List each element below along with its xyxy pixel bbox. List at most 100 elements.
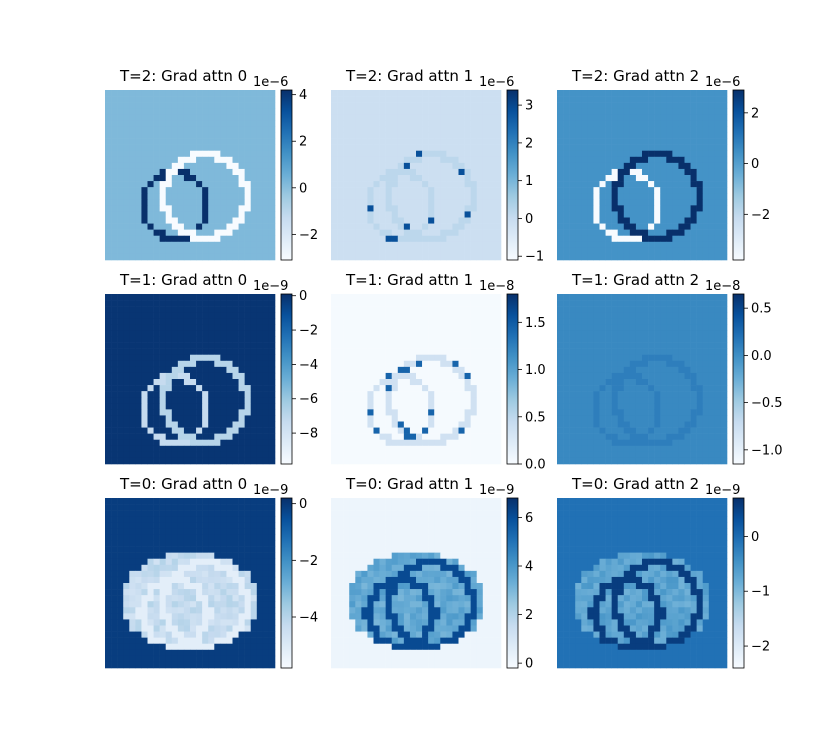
heatmap-cell xyxy=(190,397,197,404)
heatmap-cell xyxy=(361,385,368,392)
heatmap-cell xyxy=(123,348,130,356)
heatmap-cell xyxy=(666,229,673,237)
heatmap-cell xyxy=(135,397,142,404)
heatmap-cell xyxy=(611,138,619,145)
heatmap-cell xyxy=(262,528,270,535)
heatmap-cell xyxy=(391,306,399,313)
heatmap-cell xyxy=(581,187,588,194)
heatmap-cell xyxy=(494,300,502,307)
heatmap-cell xyxy=(434,144,441,152)
heatmap-cell xyxy=(446,318,453,325)
heatmap-cell xyxy=(690,324,697,331)
heatmap-cell xyxy=(434,96,441,103)
heatmap-cell xyxy=(482,223,490,230)
heatmap-cell xyxy=(470,336,478,343)
heatmap-cell xyxy=(629,162,637,170)
heatmap-cell xyxy=(268,354,276,362)
heatmap-cell xyxy=(117,421,124,428)
heatmap-cell xyxy=(123,162,130,170)
heatmap-cell xyxy=(452,409,459,416)
heatmap-cell xyxy=(349,354,356,362)
heatmap-cell xyxy=(177,498,185,505)
heatmap-cell xyxy=(587,205,594,212)
heatmap-cell xyxy=(648,366,655,374)
colorbar xyxy=(506,89,519,261)
heatmap-panel: T=1: Grad attn 00−2−4−6−81e−9 xyxy=(105,271,318,465)
heatmap-cell xyxy=(262,415,270,422)
heatmap-cell xyxy=(617,229,625,237)
heatmap-cell xyxy=(220,540,227,547)
heatmap-cell xyxy=(660,199,667,206)
heatmap-cell xyxy=(623,445,631,453)
heatmap-cell xyxy=(385,181,393,188)
heatmap-cell xyxy=(147,510,154,517)
heatmap-cell xyxy=(666,421,673,428)
heatmap-cell xyxy=(494,439,502,447)
heatmap-cell xyxy=(135,114,142,121)
heatmap-cell xyxy=(654,211,661,218)
heatmap-cell xyxy=(123,150,130,158)
heatmap-cell xyxy=(440,156,447,164)
heatmap-cell xyxy=(256,522,264,529)
heatmap-cell xyxy=(147,439,154,447)
heatmap-cell xyxy=(226,187,233,194)
heatmap-cell xyxy=(708,102,716,109)
heatmap-cell xyxy=(678,175,685,182)
heatmap-cell xyxy=(690,354,697,362)
heatmap-cell xyxy=(177,187,185,194)
heatmap-cell xyxy=(129,330,136,337)
heatmap-cell xyxy=(190,409,197,416)
heatmap-cell xyxy=(367,90,374,97)
heatmap-cell xyxy=(416,451,423,459)
heatmap-cell xyxy=(440,354,447,362)
heatmap-cell xyxy=(141,114,148,121)
heatmap-cell xyxy=(268,348,276,356)
heatmap-cell xyxy=(440,223,447,230)
heatmap-cell xyxy=(648,90,655,97)
heatmap-cell xyxy=(361,108,368,115)
heatmap-cell xyxy=(569,336,576,343)
heatmap-cell xyxy=(611,379,619,386)
heatmap-cell xyxy=(111,510,118,517)
heatmap-cell xyxy=(244,427,252,434)
heatmap-cell xyxy=(587,312,594,319)
heatmap-cell xyxy=(648,126,655,133)
heatmap-cell xyxy=(196,403,203,410)
heatmap-cell xyxy=(232,510,239,517)
heatmap-cell xyxy=(379,366,386,374)
heatmap-cell xyxy=(153,439,160,447)
heatmap-cell xyxy=(666,451,673,459)
heatmap-cell xyxy=(714,156,722,164)
heatmap-cell xyxy=(135,300,142,307)
heatmap-cell xyxy=(226,312,233,319)
heatmap-cell xyxy=(190,354,197,362)
heatmap-cell xyxy=(422,439,429,447)
heatmap-cell xyxy=(349,342,356,349)
heatmap-cell xyxy=(629,409,637,416)
heatmap-cell xyxy=(111,102,118,109)
heatmap-cell xyxy=(337,211,344,218)
heatmap-cell xyxy=(403,379,411,386)
heatmap-cell xyxy=(177,372,185,380)
heatmap-cell xyxy=(569,168,576,176)
heatmap-cell xyxy=(379,241,386,249)
heatmap-cell xyxy=(165,372,173,380)
heatmap-cell xyxy=(373,439,380,447)
heatmap-cell xyxy=(702,300,710,307)
heatmap-cell xyxy=(684,187,691,194)
heatmap-cell xyxy=(696,102,704,109)
heatmap-cell xyxy=(422,336,429,343)
heatmap-cell xyxy=(587,427,594,434)
heatmap-cell xyxy=(494,372,502,380)
heatmap-cell xyxy=(557,96,564,103)
heatmap-cell xyxy=(428,132,435,139)
heatmap-cell xyxy=(123,138,130,145)
heatmap-cell xyxy=(569,318,576,325)
heatmap-cell xyxy=(422,168,429,176)
heatmap-cell xyxy=(446,451,453,459)
heatmap-cell xyxy=(397,217,405,224)
heatmap-cell xyxy=(403,211,411,218)
heatmap-cell xyxy=(569,330,576,337)
heatmap-cell xyxy=(373,421,380,428)
